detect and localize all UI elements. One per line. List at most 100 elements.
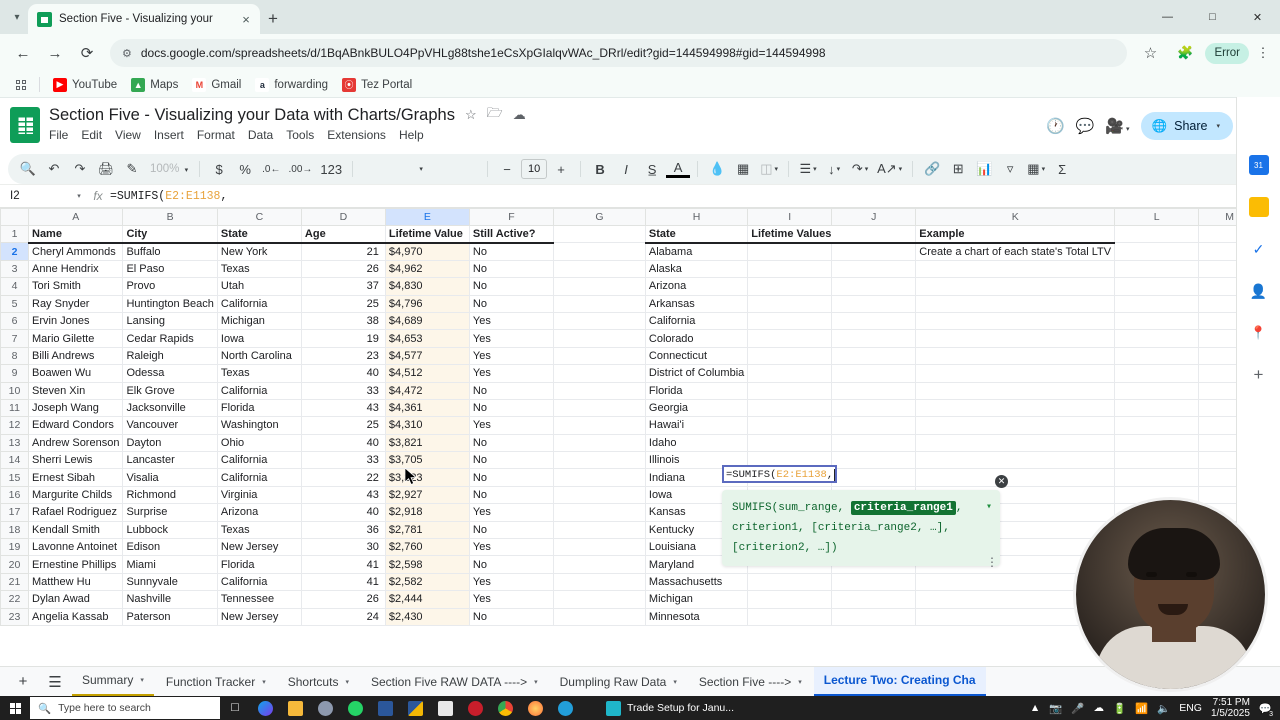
cell-lifetime-value[interactable]: $4,962 — [384, 259, 470, 279]
tab-search-chevron-down-icon[interactable]: ▾ — [14, 11, 20, 23]
name-box-chevron-down-icon[interactable]: ▾ — [77, 193, 81, 200]
cell-j[interactable] — [831, 294, 917, 313]
cell-city[interactable]: Nashville — [122, 590, 218, 609]
cell-age[interactable]: 19 — [300, 329, 386, 348]
cell-state[interactable]: Ohio — [216, 433, 302, 453]
cell-city[interactable]: Vancouver — [122, 416, 218, 435]
bookmark-gmail[interactable]: M Gmail — [186, 76, 247, 94]
cell-example[interactable] — [915, 381, 1116, 400]
cell-lifetime-value[interactable]: $2,582 — [384, 572, 470, 592]
cell-still-active[interactable]: Yes — [468, 416, 554, 435]
cell-state-list[interactable]: Colorado — [644, 329, 749, 348]
insert-chart-icon[interactable]: 📊 — [976, 161, 993, 176]
sheet-tab-section-five-raw-data[interactable]: Section Five RAW DATA ----> ▾ — [361, 667, 548, 697]
file-explorer-icon[interactable] — [280, 696, 310, 720]
menu-tools[interactable]: Tools — [286, 128, 315, 142]
cell-name[interactable]: Margurite Childs — [27, 485, 124, 505]
notification-center-icon[interactable]: 💬 3 — [1258, 702, 1275, 718]
row-header-11[interactable]: 11 — [0, 398, 29, 418]
cell-example[interactable] — [915, 277, 1116, 296]
whatsapp-icon[interactable] — [340, 696, 370, 720]
column-header-h[interactable]: H — [644, 208, 749, 226]
cell-state-list[interactable]: Georgia — [644, 398, 749, 418]
cell-state-list[interactable]: Alaska — [644, 259, 749, 279]
cell-age[interactable]: 37 — [300, 277, 386, 296]
cell-state[interactable]: Washington — [216, 416, 302, 435]
strikethrough-icon[interactable]: S̲ — [647, 161, 657, 177]
cell-example[interactable] — [915, 451, 1116, 470]
cell-lifetime-value[interactable]: $4,472 — [384, 381, 470, 400]
close-window-button[interactable]: ✕ — [1252, 11, 1263, 24]
cell-lifetime-values[interactable] — [747, 242, 833, 261]
task-view-icon[interactable]: ☐ — [230, 702, 240, 714]
cell-age[interactable]: 38 — [300, 311, 386, 331]
calculator-icon[interactable] — [430, 696, 460, 720]
cell-name[interactable]: Mario Gilette — [27, 329, 124, 348]
cell-still-active[interactable]: No — [468, 242, 554, 261]
decrease-decimal-icon[interactable]: .0← — [262, 163, 281, 175]
cell-example[interactable] — [915, 468, 1116, 487]
name-box[interactable]: I2 — [10, 190, 20, 202]
cell-example[interactable] — [915, 294, 1116, 313]
cell-state[interactable]: Texas — [216, 259, 302, 279]
cloud-saved-icon[interactable]: ☁ — [512, 107, 526, 122]
cell-city[interactable]: Visalia — [122, 468, 218, 487]
menu-data[interactable]: Data — [247, 128, 274, 142]
row-header-15[interactable]: 15 — [0, 468, 29, 487]
tasks-icon[interactable]: ✓ — [1248, 239, 1269, 259]
bookmark-tez-portal[interactable]: ⦿ Tez Portal — [336, 76, 418, 94]
fx-icon[interactable]: fx — [93, 189, 103, 203]
cell-g[interactable] — [552, 590, 646, 609]
cell-l1[interactable] — [1114, 224, 1200, 244]
cell-lifetime-values[interactable] — [747, 259, 833, 279]
extensions-icon[interactable]: 🧩 — [1177, 45, 1194, 60]
edge-icon[interactable] — [250, 696, 280, 720]
cell-example[interactable] — [915, 416, 1116, 435]
cell-lifetime-values[interactable] — [747, 364, 833, 383]
cell-city[interactable]: Dayton — [122, 433, 218, 453]
cell-city[interactable]: Cedar Rapids — [122, 329, 218, 348]
column-header-c[interactable]: C — [216, 208, 302, 226]
minimize-button[interactable]: — — [1162, 11, 1173, 23]
cell-city[interactable]: Paterson — [122, 607, 218, 626]
share-button[interactable]: 🌐 Share ▾ — [1140, 112, 1233, 140]
document-title[interactable]: Section Five - Visualizing your Data wit… — [49, 105, 455, 124]
sheet-tab-dumpling-raw-data[interactable]: Dumpling Raw Data ▾ — [550, 667, 687, 697]
cell-still-active[interactable]: No — [468, 398, 554, 418]
cell-name[interactable]: Ray Snyder — [27, 294, 124, 313]
cell-g[interactable] — [552, 555, 646, 574]
cell-j[interactable] — [831, 242, 917, 261]
zoom-selector[interactable]: 100% ▾ — [146, 163, 192, 175]
cell-lifetime-values[interactable] — [747, 416, 833, 435]
settings-icon[interactable] — [310, 696, 340, 720]
battery-icon[interactable]: 🔋 — [1112, 702, 1127, 715]
cell-lifetime-value[interactable]: $4,361 — [384, 398, 470, 418]
cell-g[interactable] — [552, 381, 646, 400]
fill-color-icon[interactable]: 💧 — [709, 161, 726, 176]
cell-state[interactable]: New Jersey — [216, 607, 302, 626]
chevron-down-icon[interactable]: ▾ — [985, 502, 992, 513]
cell-example[interactable]: Create a chart of each state's Total LTV — [915, 242, 1116, 261]
cell-name[interactable]: Ernest Sibah — [27, 468, 124, 487]
cell-l[interactable] — [1114, 311, 1200, 331]
formula-input[interactable]: =SUMIFS(E2:E1138, — [110, 190, 227, 203]
cell-state[interactable]: North Carolina — [216, 346, 302, 366]
cell-city[interactable]: Edison — [122, 538, 218, 557]
cell-state-list[interactable]: Massachusetts — [644, 572, 749, 592]
cell-age[interactable]: 23 — [300, 346, 386, 366]
cell-state[interactable]: New York — [216, 242, 302, 261]
column-header-g[interactable]: G — [552, 208, 646, 226]
back-icon[interactable]: ← — [15, 44, 31, 62]
chevron-down-icon[interactable]: ▾ — [798, 678, 802, 686]
cell-state[interactable]: Virginia — [216, 485, 302, 505]
wifi-icon[interactable]: 📶 — [1135, 702, 1149, 715]
cell-state-list[interactable]: Michigan — [644, 590, 749, 609]
cell-lifetime-value[interactable]: $3,323 — [384, 468, 470, 487]
cell-j[interactable] — [831, 451, 917, 470]
all-sheets-icon[interactable]: ☰ — [48, 673, 62, 691]
cell-l[interactable] — [1114, 381, 1200, 400]
header-cell[interactable]: Lifetime Value — [384, 224, 470, 244]
create-filter-icon[interactable]: ▿ — [1006, 161, 1014, 176]
paint-format-icon[interactable]: ✎ — [126, 161, 138, 176]
show-hidden-icons-chevron-up-icon[interactable]: ▲ — [1029, 702, 1041, 714]
